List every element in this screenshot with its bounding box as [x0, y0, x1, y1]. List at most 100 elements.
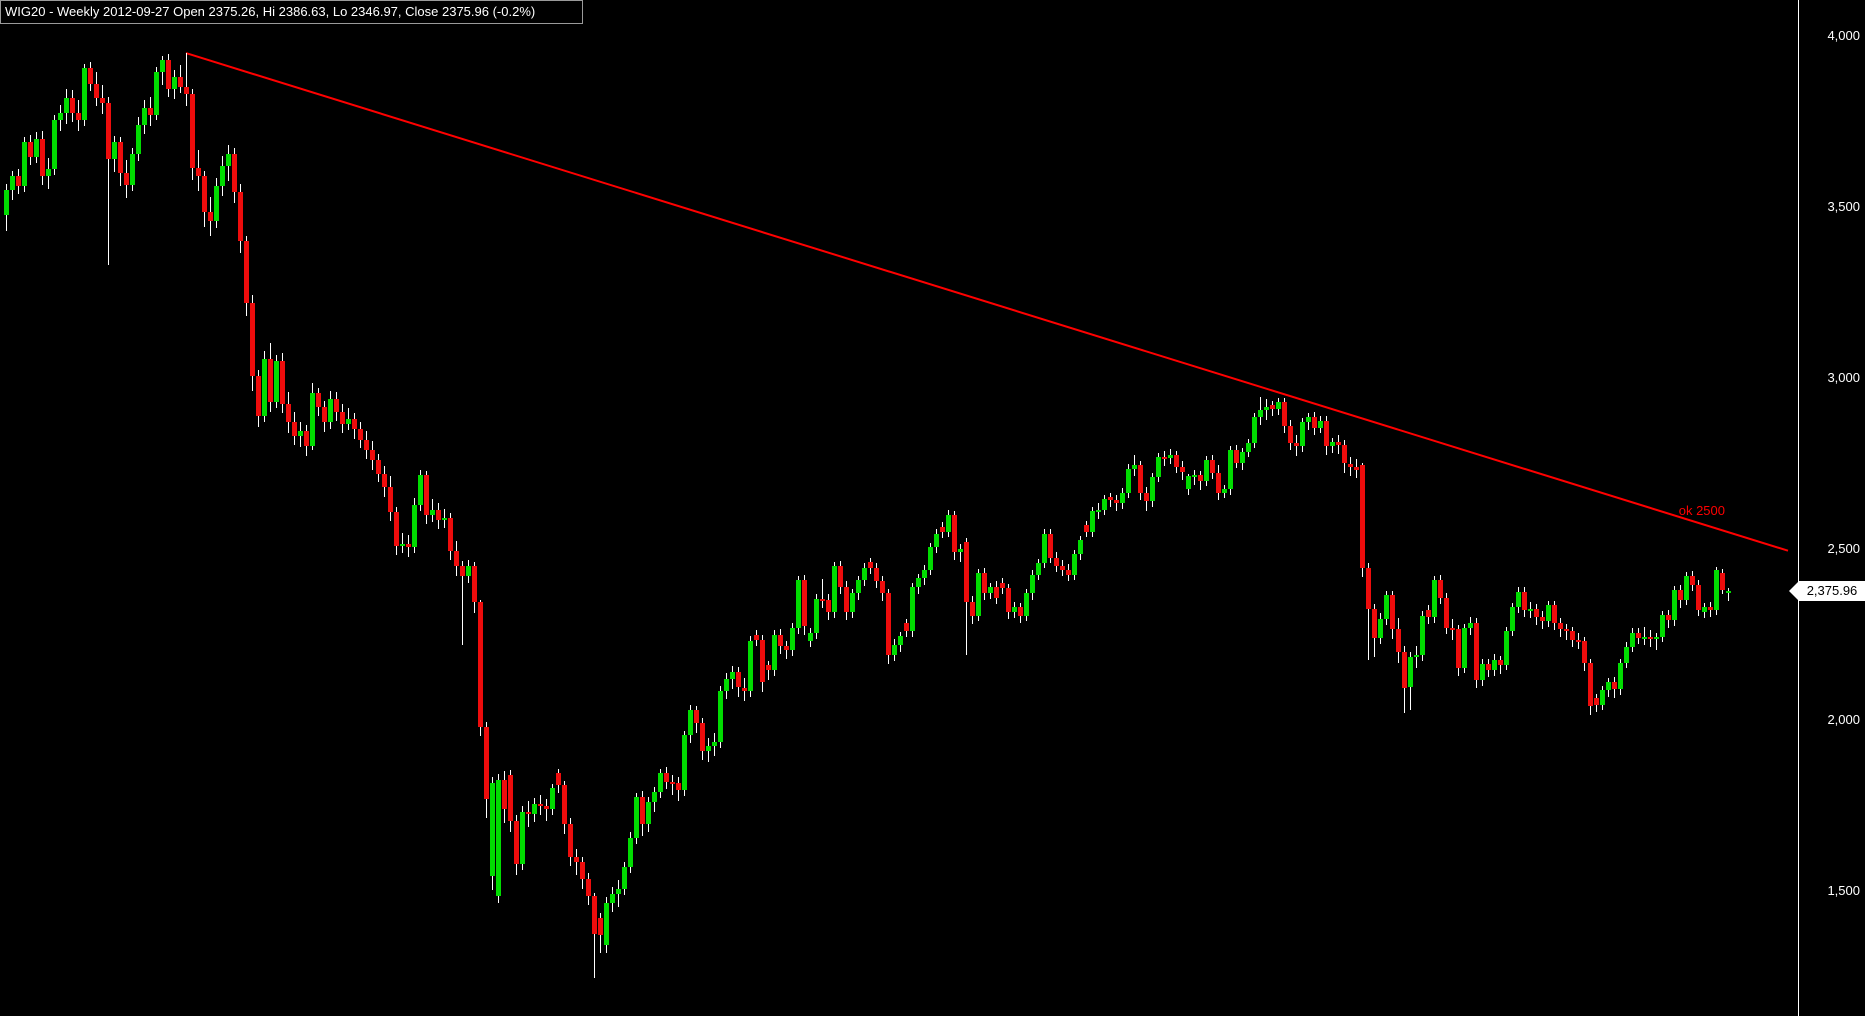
- candle-down: [1210, 460, 1215, 474]
- candle-down: [382, 473, 387, 488]
- candle-up: [1186, 476, 1191, 490]
- candle-down: [664, 773, 669, 782]
- candle-wick: [462, 560, 463, 645]
- candle-wick: [1272, 401, 1273, 417]
- candle-up: [610, 894, 615, 903]
- candle-down: [1540, 617, 1545, 621]
- candle-down: [208, 212, 213, 221]
- candle-down: [1366, 567, 1371, 609]
- candle-up: [1504, 631, 1509, 666]
- candle-up: [274, 360, 279, 402]
- candle-down: [826, 600, 831, 613]
- candle-up: [658, 773, 663, 792]
- candle-up: [1306, 417, 1311, 423]
- candle-down: [1324, 420, 1329, 447]
- candle-down: [1066, 569, 1071, 575]
- candle-down: [94, 83, 99, 98]
- candle-up: [832, 566, 837, 613]
- candle-down: [478, 602, 483, 727]
- candle-wick: [402, 532, 403, 554]
- candle-down: [502, 779, 507, 809]
- candle-down: [538, 803, 543, 806]
- candle-down: [190, 94, 195, 168]
- candle-wick: [672, 775, 673, 795]
- candle-down: [1084, 525, 1089, 532]
- candle-up: [58, 112, 63, 120]
- candle-up: [1546, 605, 1551, 621]
- candle-down: [1234, 449, 1239, 464]
- candle-up: [1378, 619, 1383, 638]
- last-price-tag: 2,375.96: [1799, 581, 1865, 602]
- candle-down: [586, 879, 591, 897]
- candle-up: [172, 77, 177, 89]
- candle-up: [1318, 420, 1323, 428]
- candle-down: [1054, 557, 1059, 567]
- candle-up: [82, 68, 87, 120]
- candle-down: [904, 622, 909, 632]
- candle-up: [136, 124, 141, 154]
- candle-up: [1078, 540, 1083, 555]
- candle-up: [1654, 637, 1659, 640]
- candle-up: [1072, 554, 1077, 575]
- candle-down: [340, 412, 345, 425]
- candle-down: [982, 572, 987, 593]
- candle-down: [1342, 444, 1347, 464]
- candle-down: [16, 176, 21, 187]
- candle-up: [922, 569, 927, 579]
- candle-up: [1024, 593, 1029, 616]
- candle-down: [766, 665, 771, 671]
- candle-up: [718, 690, 723, 743]
- candle-down: [1450, 627, 1455, 630]
- candle-down: [100, 97, 105, 103]
- candle-up: [1528, 608, 1533, 611]
- candle-wick: [186, 53, 187, 107]
- candle-up: [772, 634, 777, 671]
- candle-down: [358, 429, 363, 440]
- y-axis-label: 3,500: [1827, 199, 1860, 214]
- candle-down: [1576, 639, 1581, 642]
- candle-down: [670, 781, 675, 784]
- candle-down: [388, 487, 393, 513]
- candle-down: [286, 403, 291, 423]
- y-axis-label: 1,500: [1827, 883, 1860, 898]
- candle-up: [1192, 475, 1197, 478]
- candle-down: [1174, 454, 1179, 467]
- candle-down: [1486, 663, 1491, 671]
- candle-down: [1666, 615, 1671, 621]
- candle-up: [706, 745, 711, 751]
- candle-up: [1630, 632, 1635, 647]
- candle-up: [862, 567, 867, 580]
- candle-up: [1468, 622, 1473, 628]
- candle-up: [856, 579, 861, 594]
- candle-up: [1222, 489, 1227, 493]
- candle-up: [496, 779, 501, 897]
- candle-down: [448, 518, 453, 551]
- candle-up: [310, 393, 315, 447]
- candle-up: [10, 176, 15, 190]
- candle-down: [1336, 441, 1341, 445]
- candle-down: [118, 142, 123, 173]
- candle-up: [622, 867, 627, 890]
- candle-up: [1096, 509, 1101, 512]
- candle-up: [724, 678, 729, 691]
- candle-down: [1060, 566, 1065, 570]
- candle-up: [130, 153, 135, 185]
- candle-up: [400, 543, 405, 546]
- candle-down: [1348, 463, 1353, 467]
- candlestick-chart-area[interactable]: ok 2500: [0, 0, 1798, 1016]
- candle-down: [1708, 607, 1713, 610]
- candle-down: [514, 820, 519, 864]
- candle-up: [946, 514, 951, 532]
- candle-down: [760, 639, 765, 683]
- candle-down: [880, 581, 885, 594]
- chart-title-text: WIG20 - Weekly 2012-09-27 Open 2375.26, …: [5, 4, 536, 19]
- candle-up: [1714, 569, 1719, 610]
- candle-up: [910, 586, 915, 632]
- candle-down: [1198, 475, 1203, 481]
- trendline[interactable]: [0, 0, 1798, 1016]
- candle-up: [430, 509, 435, 515]
- candle-up: [328, 398, 333, 423]
- candle-up: [1606, 682, 1611, 690]
- candle-down: [1018, 607, 1023, 616]
- candle-wick: [768, 661, 769, 680]
